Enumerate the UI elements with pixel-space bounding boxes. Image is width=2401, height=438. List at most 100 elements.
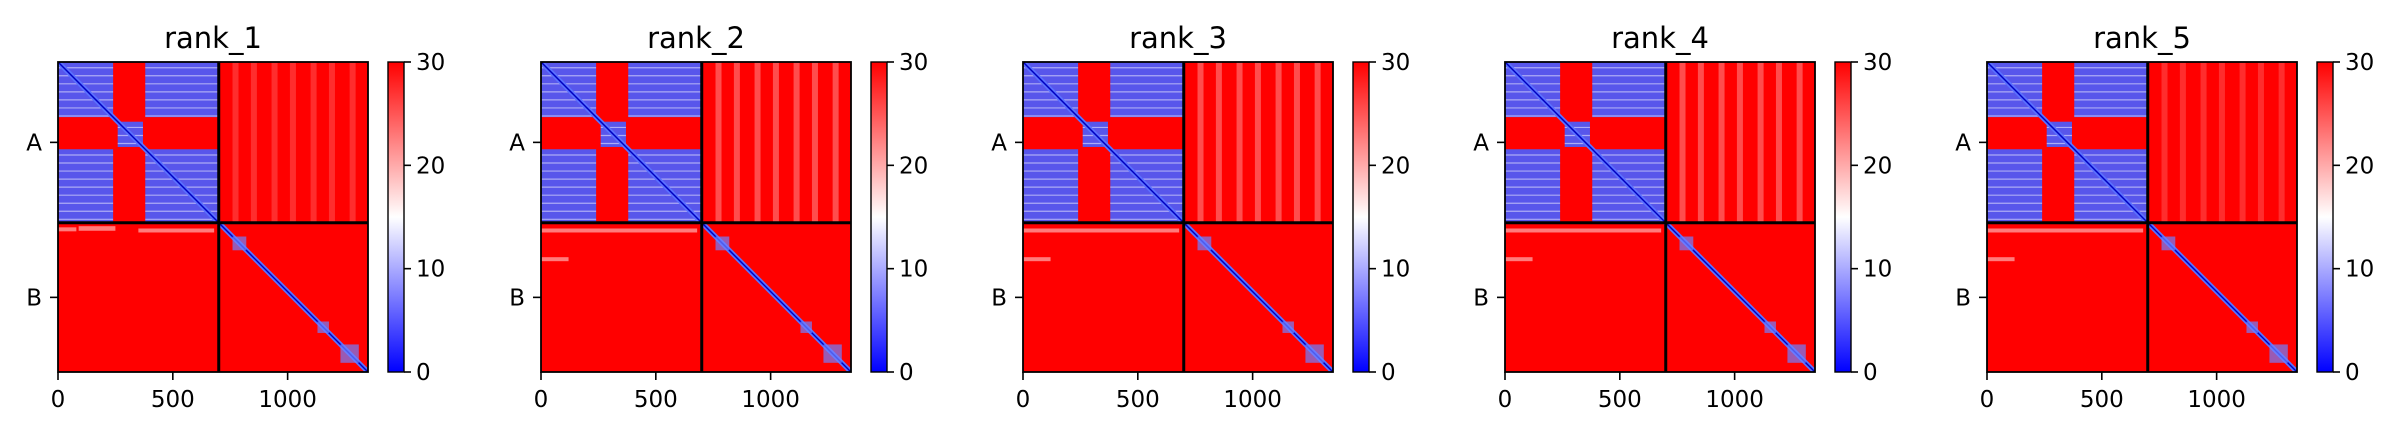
interchain-stripe [328, 62, 335, 223]
axes-frame [1022, 61, 1334, 373]
low-pae-block [2074, 62, 2148, 118]
chain-label: B [1473, 285, 1489, 311]
colorbar [2316, 61, 2334, 373]
domain-block [1197, 236, 1212, 251]
pae-panel-2: rank_2 0 500 1000 A B 0 10 20 30 [509, 21, 928, 413]
interchain-stripe [1293, 62, 1300, 223]
low-pae-block [58, 149, 114, 223]
colorbar-tick-label: 10 [1381, 257, 1410, 283]
domain-block [1787, 344, 1806, 363]
low-pae-block [1110, 62, 1184, 118]
pae-panel-3: rank_3 0 500 1000 A B 0 10 20 30 [991, 21, 1410, 413]
colorbar-tick-label: 0 [1381, 360, 1396, 386]
domain-block [2269, 344, 2288, 363]
interchain-stripe [1023, 228, 1180, 233]
domain-block [232, 236, 247, 251]
colorbar-tick-label: 30 [2345, 50, 2374, 76]
colorbar-tick-label: 20 [899, 153, 928, 179]
diagonal-line [1505, 62, 1815, 372]
diagonal-line [1023, 62, 1333, 372]
interchain-stripe [1275, 62, 1282, 223]
x-tick-label: 0 [534, 387, 549, 413]
domain-block [2246, 321, 2258, 333]
x-tick-label: 500 [151, 387, 195, 413]
interchain-stripe [1314, 62, 1321, 223]
interchain-stripe [1718, 62, 1725, 223]
colorbar-tick-label: 20 [1863, 153, 1892, 179]
interchain-stripe [2239, 62, 2246, 223]
domain-block [800, 321, 812, 333]
interchain-stripe [1775, 62, 1782, 223]
chain-label: A [509, 130, 525, 156]
domain-block [1679, 236, 1694, 251]
domain-block [823, 344, 842, 363]
interchain-stripe [349, 62, 356, 223]
colorbar-tick-label: 0 [416, 360, 431, 386]
x-tick-label: 1000 [2187, 387, 2246, 413]
heatmap-cells [1023, 62, 1333, 372]
domain-block [2161, 236, 2176, 251]
pae-panel-1: rank_1 0 500 1000 A B 0 10 20 30 [26, 21, 445, 413]
interchain-stripe [78, 226, 116, 231]
chain-label: A [1955, 130, 1971, 156]
chain-label: B [26, 285, 42, 311]
interchain-stripe [310, 62, 317, 223]
low-pae-block [1987, 149, 2043, 223]
low-pae-block [1592, 62, 1666, 118]
interchain-stripe [1254, 62, 1261, 223]
low-pae-block [628, 62, 702, 118]
panel-title: rank_3 [1129, 21, 1227, 55]
colorbar-tick-label: 0 [2345, 360, 2360, 386]
interchain-stripe [2278, 62, 2285, 223]
interchain-stripe [733, 62, 740, 223]
heatmap-cells [1505, 62, 1815, 372]
axes-frame [57, 61, 369, 373]
colorbar-tick-label: 10 [2345, 257, 2374, 283]
interchain-stripe [541, 228, 698, 233]
colorbar [870, 61, 888, 373]
interchain-stripe [1987, 257, 2015, 262]
interchain-stripe [271, 62, 278, 223]
low-pae-block [145, 62, 219, 118]
interchain-stripe [715, 62, 722, 223]
interchain-stripe [1736, 62, 1743, 223]
colorbar-tick-label: 20 [2345, 153, 2374, 179]
x-tick-label: 0 [1498, 387, 1513, 413]
x-tick-label: 500 [1598, 387, 1642, 413]
interchain-stripe [1505, 228, 1662, 233]
x-tick-label: 1000 [1705, 387, 1764, 413]
chain-label: A [26, 130, 42, 156]
diagonal-line [541, 62, 851, 372]
x-tick-label: 500 [2080, 387, 2124, 413]
interchain-stripe [2257, 62, 2264, 223]
interchain-stripe [1987, 228, 2144, 233]
interchain-stripe [1796, 62, 1803, 223]
interchain-stripe [2200, 62, 2207, 223]
heatmap-cells [541, 62, 851, 372]
colorbar-tick-label: 0 [1863, 360, 1878, 386]
interchain-stripe [1236, 62, 1243, 223]
panel-title: rank_2 [647, 21, 745, 55]
x-tick-label: 1000 [258, 387, 317, 413]
colorbar-tick-label: 30 [1381, 50, 1410, 76]
diagonal-line [1987, 62, 2297, 372]
heatmap-cells [58, 62, 368, 372]
domain-block [1764, 321, 1776, 333]
interchain-stripe [832, 62, 839, 223]
chain-label: B [991, 285, 1007, 311]
x-tick-label: 1000 [741, 387, 800, 413]
interchain-stripe [541, 257, 569, 262]
x-tick-label: 0 [1016, 387, 1031, 413]
axes-frame [1504, 61, 1816, 373]
diagonal-line [58, 62, 368, 372]
domain-block [1282, 321, 1294, 333]
interchain-stripe [289, 62, 296, 223]
axes-frame [540, 61, 852, 373]
pae-panel-5: rank_5 0 500 1000 A B 0 10 20 30 [1955, 21, 2374, 413]
interchain-stripe [232, 62, 239, 223]
panel-title: rank_1 [164, 21, 262, 55]
interchain-stripe [2179, 62, 2186, 223]
colorbar [387, 61, 405, 373]
interchain-stripe [1757, 62, 1764, 223]
